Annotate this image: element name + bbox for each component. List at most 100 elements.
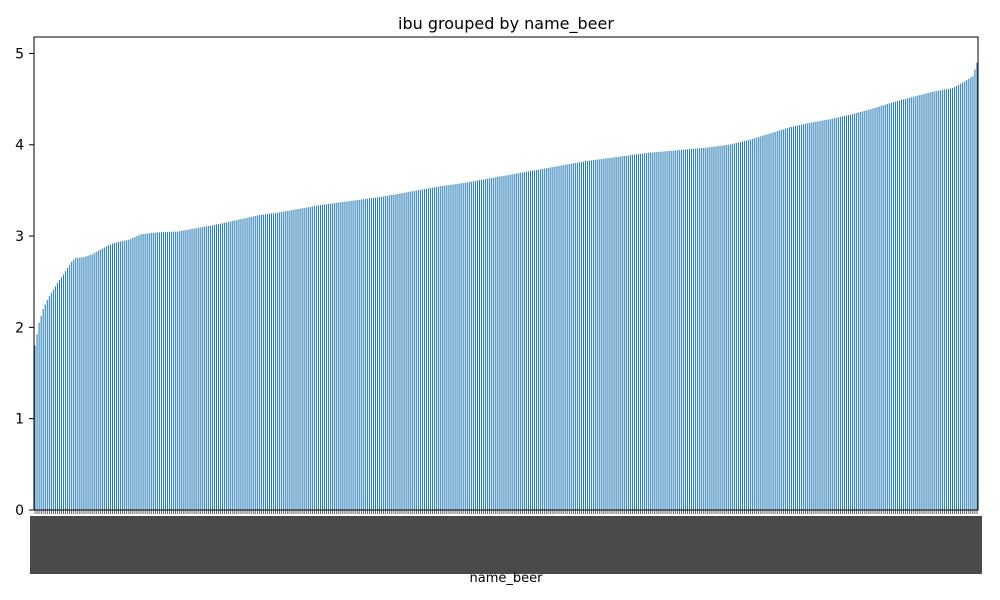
bar [701, 148, 703, 511]
x-tick-labels-overlap [30, 516, 982, 574]
bar [811, 122, 813, 510]
bar [509, 174, 511, 510]
bar [819, 121, 821, 510]
y-axis-ticks: 0 1 2 3 4 5 [15, 46, 34, 519]
bar [301, 208, 303, 511]
bar [564, 164, 566, 510]
bar [160, 232, 162, 511]
bar [42, 309, 44, 510]
bar [572, 163, 574, 510]
bar [458, 183, 460, 510]
bar [405, 192, 407, 510]
bar [321, 204, 324, 511]
bar [835, 117, 837, 510]
x-tick-marks [30, 510, 982, 574]
bar [941, 89, 943, 511]
bar [128, 239, 130, 510]
bar [448, 185, 450, 510]
bar [554, 166, 556, 510]
bar [536, 169, 538, 510]
bar [560, 165, 562, 510]
bar [75, 257, 77, 510]
bar [476, 180, 478, 511]
bar [958, 84, 960, 510]
bar [315, 205, 317, 510]
bar [825, 119, 827, 510]
bar [580, 161, 582, 511]
bar [209, 225, 211, 510]
bar [960, 83, 962, 510]
bar [813, 122, 815, 510]
bar [423, 189, 425, 510]
bar [167, 231, 169, 510]
bar [505, 175, 507, 510]
bar [856, 112, 858, 510]
bar [776, 131, 778, 511]
bar [299, 208, 301, 511]
bar [430, 188, 432, 510]
bar [185, 230, 187, 511]
bar [589, 160, 591, 510]
bar [625, 155, 627, 510]
bar [921, 94, 923, 510]
bar [340, 202, 342, 510]
bar [623, 155, 625, 511]
bar [603, 158, 605, 510]
bar [309, 206, 311, 510]
bar [201, 227, 203, 511]
bar [434, 187, 436, 511]
bar [723, 145, 725, 511]
bar [568, 164, 570, 511]
bar [615, 157, 617, 510]
bar [156, 232, 158, 510]
bar [595, 159, 597, 510]
bar [317, 205, 319, 510]
bar [366, 198, 368, 510]
bar [407, 192, 409, 511]
bar [352, 200, 354, 510]
bar [372, 197, 374, 510]
bar [256, 215, 258, 510]
bar [831, 118, 833, 510]
bar [169, 231, 171, 511]
bar [140, 234, 142, 511]
bar [213, 224, 215, 511]
bar [311, 206, 313, 511]
bar [360, 199, 362, 511]
bar [709, 147, 711, 510]
bar [103, 247, 105, 511]
bar [134, 236, 136, 510]
bar [566, 164, 568, 510]
y-tick-label: 5 [15, 46, 24, 62]
bar [864, 110, 866, 510]
bar [719, 145, 721, 510]
bar [894, 101, 896, 511]
bar [146, 233, 148, 511]
bar [77, 257, 79, 510]
bar [456, 183, 458, 511]
bar [525, 171, 527, 510]
bar [393, 194, 395, 511]
bar [181, 230, 183, 510]
bar [576, 162, 578, 510]
bar [497, 176, 499, 510]
bar [519, 172, 521, 510]
bar [226, 222, 228, 511]
bar [464, 182, 466, 511]
bar [491, 177, 493, 511]
bar [260, 214, 262, 511]
bar [925, 93, 927, 511]
bar [483, 179, 485, 510]
bar [295, 209, 297, 510]
bar [703, 147, 705, 510]
bars-group [34, 62, 978, 511]
bar [116, 242, 118, 510]
bar [532, 170, 534, 510]
bar [165, 232, 167, 511]
bar [81, 257, 83, 510]
bar [79, 257, 81, 510]
bar [428, 188, 430, 510]
bar [381, 196, 383, 511]
bar [336, 202, 338, 510]
bar [839, 116, 841, 511]
